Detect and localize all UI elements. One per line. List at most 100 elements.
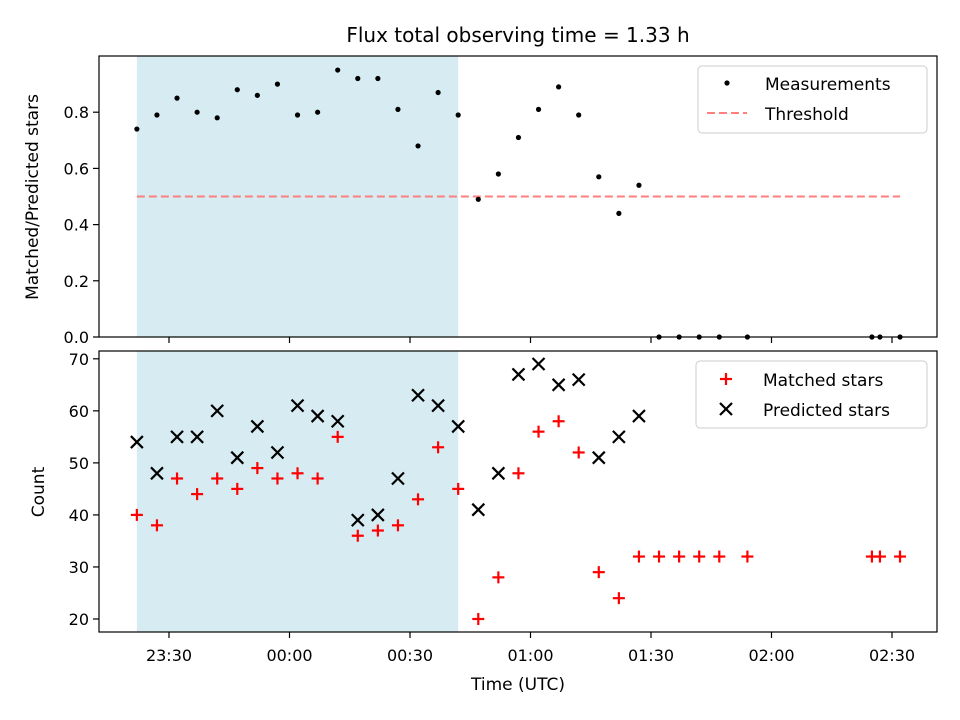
- measurement-point: [174, 95, 180, 101]
- measurement-point: [515, 134, 522, 141]
- matched-star-point: [492, 571, 505, 584]
- measurement-point: [576, 112, 582, 118]
- measurement-point: [556, 84, 562, 90]
- y-tick-label: 40: [69, 506, 89, 525]
- predicted-star-point: [210, 404, 224, 418]
- measurement-point: [535, 106, 542, 112]
- measurement-point: [154, 112, 160, 118]
- matched-star-point: [271, 472, 284, 485]
- matched-star-point: [211, 472, 224, 485]
- predicted-star-point: [491, 466, 506, 481]
- predicted-star-point: [230, 450, 245, 465]
- measurement-point: [636, 182, 642, 188]
- matched-star-point: [371, 524, 384, 537]
- measurement-point: [355, 75, 361, 82]
- predicted-star-point: [411, 388, 425, 403]
- predicted-star-point: [592, 450, 606, 465]
- bottom-panel: 20 30 40 50 60 70 23:30 00:00 00:30 01:00 01:30 02…: [29, 350, 938, 695]
- matched-star-point: [291, 467, 304, 480]
- x-tick-label: 23:30: [146, 646, 192, 665]
- legend-predicted-marker: [719, 402, 733, 416]
- predicted-star-point: [612, 430, 626, 444]
- predicted-star-point: [130, 435, 144, 449]
- top-panel-frame: [98, 55, 938, 338]
- x-tick-label: 01:30: [628, 646, 674, 665]
- measurement-point: [415, 143, 421, 149]
- y-tick-label: 50: [69, 454, 89, 473]
- legend-measurements-label: Measurements: [765, 75, 891, 95]
- predicted-star-point: [632, 409, 646, 423]
- predicted-star-point: [531, 357, 546, 371]
- matched-star-point: [432, 441, 445, 454]
- measurement-point: [375, 75, 381, 82]
- bottom-observing-window-shade: [136, 351, 459, 632]
- matched-star-point: [391, 519, 404, 532]
- measurements-points: [134, 67, 903, 340]
- predicted-star-point: [571, 372, 586, 387]
- predicted-star-point: [431, 398, 445, 413]
- y-tick-label: 0.6: [64, 159, 89, 178]
- top-legend-box: [697, 65, 928, 134]
- matched-star-point: [873, 550, 886, 563]
- predicted-star-point: [290, 398, 305, 413]
- matched-star-point: [673, 550, 686, 563]
- matched-star-point: [311, 472, 324, 485]
- predicted-star-point: [150, 466, 164, 481]
- bottom-y-axis-label: Count: [29, 466, 49, 517]
- measurement-point: [455, 112, 461, 118]
- y-tick-label: 0.4: [64, 216, 89, 235]
- predicted-star-point: [310, 409, 325, 423]
- matched-star-point: [612, 592, 625, 605]
- matched-star-point: [251, 462, 264, 475]
- y-tick-label: 0.0: [64, 328, 89, 347]
- measurement-point: [475, 196, 481, 202]
- predicted-stars-points: [130, 357, 646, 527]
- top-x-ticks: [168, 337, 893, 343]
- predicted-star-point: [170, 430, 184, 444]
- bottom-panel-frame: [98, 350, 938, 633]
- legend-predicted-label: Predicted stars: [763, 401, 890, 421]
- predicted-star-point: [351, 513, 365, 527]
- matched-star-point: [150, 519, 163, 532]
- matched-star-point: [592, 566, 605, 579]
- top-y-axis-label: Matched/Predicted stars: [23, 94, 43, 300]
- measurement-point: [294, 112, 301, 118]
- chart-title: Flux total observing time = 1.33 h: [346, 23, 689, 47]
- matched-star-point: [512, 467, 525, 480]
- top-legend: Measurements Threshold: [697, 65, 928, 134]
- predicted-star-point: [551, 378, 566, 392]
- measurement-point: [596, 174, 602, 180]
- matched-star-point: [191, 488, 204, 501]
- measurement-point: [495, 171, 501, 177]
- top-panel: 0.00.20.40.60.8 Matched/Predicted stars …: [23, 55, 938, 347]
- legend-matched-label: Matched stars: [763, 371, 883, 391]
- x-tick-label: 02:00: [748, 646, 794, 665]
- top-y-ticks: 0.0 0.2 0.4 0.6 0.8: [64, 103, 99, 347]
- matched-star-point: [532, 425, 545, 438]
- matched-stars-points: [130, 415, 907, 625]
- x-tick-label: 02:30: [869, 646, 915, 665]
- y-tick-label: 0.2: [64, 272, 89, 291]
- measurement-point: [234, 87, 240, 93]
- matched-star-point: [653, 550, 666, 563]
- measurement-point: [335, 67, 341, 73]
- measurement-point: [254, 92, 260, 98]
- matched-star-point: [552, 415, 565, 428]
- y-tick-label: 0.8: [64, 103, 89, 122]
- x-tick-label: 00:00: [266, 646, 312, 665]
- measurement-point: [616, 210, 622, 216]
- predicted-star-point: [330, 414, 345, 429]
- x-axis-label: Time (UTC): [470, 675, 565, 695]
- matched-star-point: [412, 493, 425, 506]
- matched-star-point: [331, 430, 344, 443]
- matched-star-point: [632, 550, 645, 563]
- measurement-point: [395, 106, 401, 112]
- y-tick-label: 70: [69, 350, 89, 369]
- legend-threshold-label: Threshold: [764, 105, 849, 125]
- predicted-star-point: [250, 419, 265, 434]
- y-tick-label: 30: [69, 558, 89, 577]
- y-tick-label: 60: [69, 402, 89, 421]
- measurement-point: [274, 81, 281, 87]
- measurement-point: [194, 109, 200, 115]
- legend-matched-marker: [720, 373, 732, 385]
